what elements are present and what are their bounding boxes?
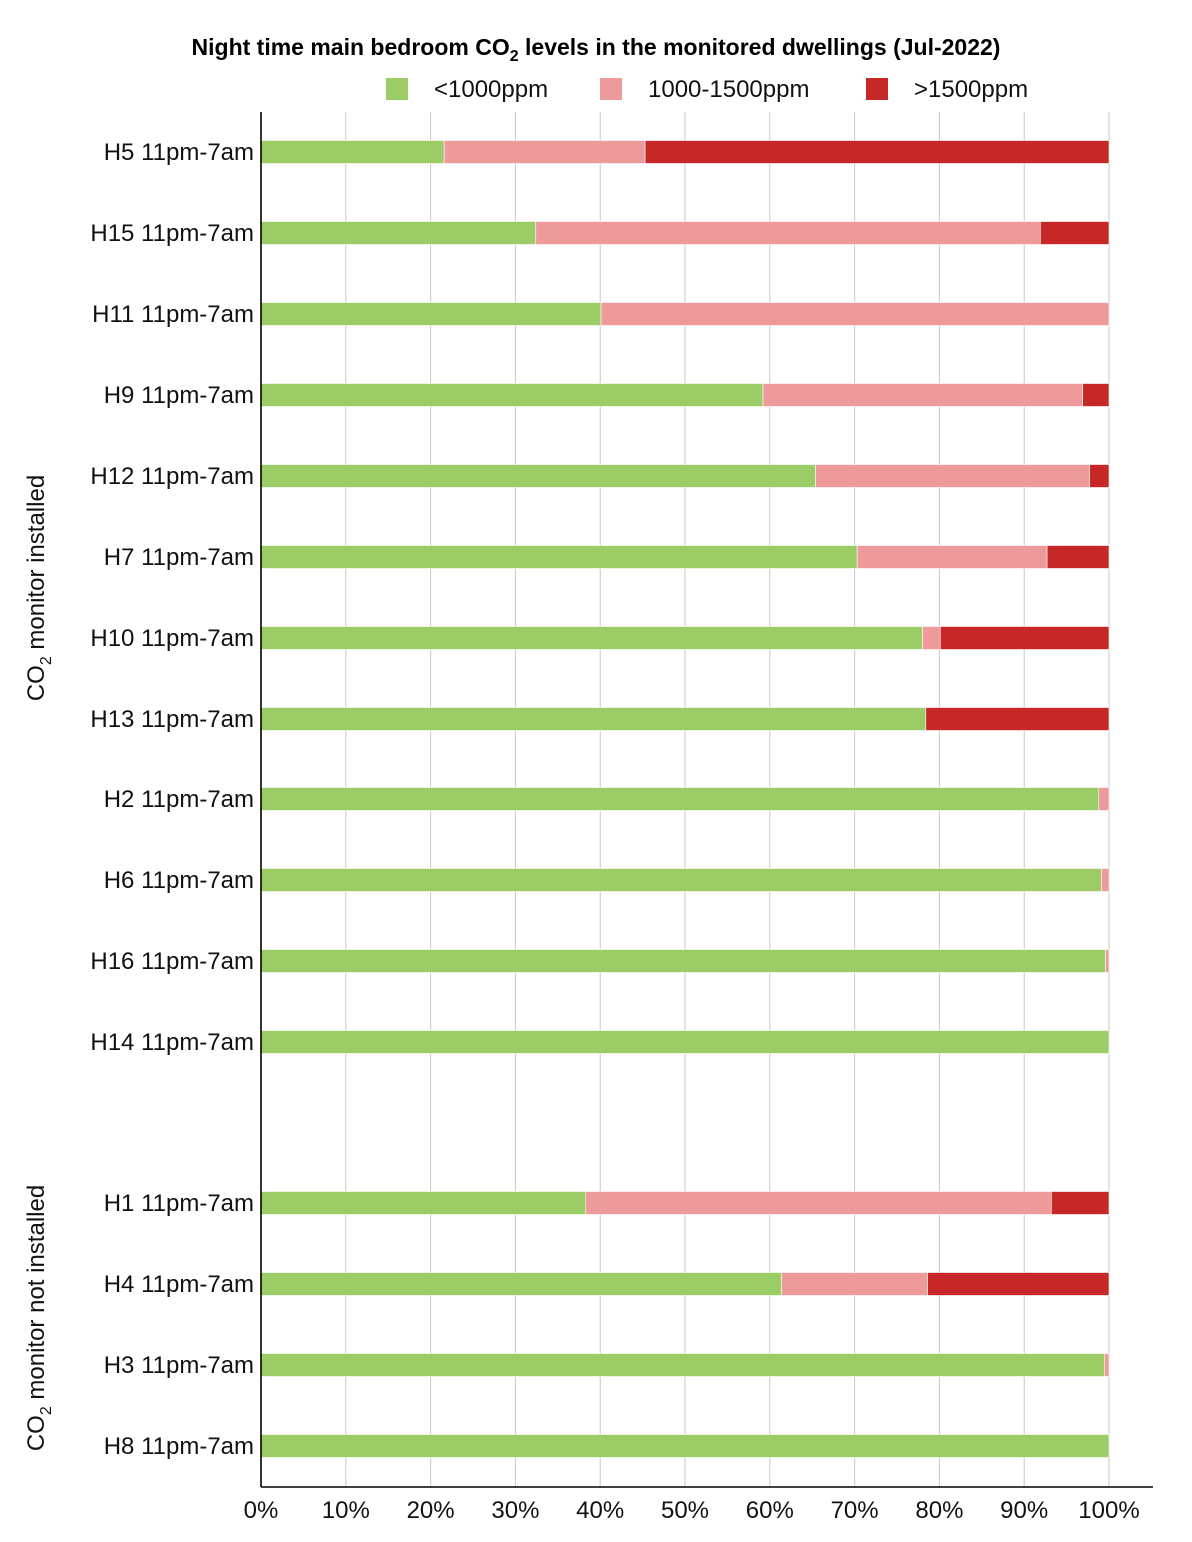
x-tick-label: 40% xyxy=(576,1497,624,1524)
legend-label-1: 1000-1500ppm xyxy=(648,76,809,103)
category-label: H10 11pm-7am xyxy=(90,625,254,652)
bar-segment xyxy=(260,464,816,488)
x-tick-label: 70% xyxy=(831,1497,879,1524)
bar-segment xyxy=(260,1434,1110,1458)
x-tick-label: 60% xyxy=(746,1497,794,1524)
legend: <1000ppm 1000-1500ppm >1500ppm xyxy=(386,76,1028,103)
category-label: H2 11pm-7am xyxy=(104,786,254,813)
axes xyxy=(260,112,1153,1488)
bar-segment xyxy=(939,626,1110,650)
chart-title: Night time main bedroom CO2 levels in th… xyxy=(192,34,1001,65)
x-tick-label: 0% xyxy=(244,1497,279,1524)
bar-segment xyxy=(781,1272,928,1296)
x-tick-label: 50% xyxy=(661,1497,709,1524)
bar-segment xyxy=(925,707,1110,731)
x-tick-label: 90% xyxy=(1000,1497,1048,1524)
category-label: H6 11pm-7am xyxy=(104,867,254,894)
bar-segment xyxy=(260,1353,1106,1377)
bar-segment xyxy=(260,626,923,650)
x-tick-label: 10% xyxy=(322,1497,370,1524)
bar-segment xyxy=(260,545,858,569)
bar-segment xyxy=(600,302,1110,326)
bar-segment xyxy=(535,221,1041,245)
bar-segment xyxy=(260,949,1106,973)
category-label: H1 11pm-7am xyxy=(104,1190,254,1217)
bar-segment xyxy=(815,464,1090,488)
category-label: H12 11pm-7am xyxy=(90,463,254,490)
bar-segment xyxy=(260,707,927,731)
x-tick-label: 30% xyxy=(491,1497,539,1524)
bar-segment xyxy=(762,383,1084,407)
bar-segment xyxy=(1101,868,1110,892)
bar-segment xyxy=(260,868,1102,892)
bar-segment xyxy=(1105,949,1110,973)
bar-segment xyxy=(260,1272,782,1296)
category-label: H15 11pm-7am xyxy=(90,220,254,247)
bar-segment xyxy=(1089,464,1110,488)
x-tick-label: 20% xyxy=(407,1497,455,1524)
bar-segment xyxy=(443,140,646,164)
legend-label-2: >1500ppm xyxy=(914,76,1028,103)
chart-title-subscript: 2 xyxy=(510,48,519,65)
bar-segment xyxy=(260,140,445,164)
category-labels: H5 11pm-7am H15 11pm-7am H11 11pm-7am H9 11… xyxy=(90,139,254,1460)
bar-segment xyxy=(1051,1191,1110,1215)
legend-swatch-1 xyxy=(600,78,622,100)
bar-segment xyxy=(644,140,1110,164)
bar-segment xyxy=(260,1030,1110,1054)
group-label-0: CO2 monitor installed xyxy=(23,475,55,701)
category-label: H13 11pm-7am xyxy=(90,706,254,733)
chart-title-main: Night time main bedroom CO xyxy=(192,34,510,60)
bar-segment xyxy=(1040,221,1110,245)
category-label: H14 11pm-7am xyxy=(90,1029,254,1056)
bar-segment xyxy=(260,302,602,326)
category-label: H9 11pm-7am xyxy=(104,382,254,409)
group-labels: CO2 monitor installed CO2 monitor not ins… xyxy=(23,475,55,1451)
bar-segment xyxy=(1104,1353,1110,1377)
bar-segment xyxy=(260,221,537,245)
bar-segment xyxy=(260,383,764,407)
bar-segment xyxy=(1082,383,1110,407)
chart-title-rest: levels in the monitored dwellings (Jul-2… xyxy=(519,34,1001,60)
bar-segment xyxy=(927,1272,1110,1296)
x-tick-label: 80% xyxy=(915,1497,963,1524)
bars xyxy=(260,140,1110,1458)
x-tick-labels: 0% 10% 20% 30% 40% 50% 60% 70% 80% 90% 100% xyxy=(244,1497,1140,1524)
category-label: H3 11pm-7am xyxy=(104,1352,254,1379)
category-label: H4 11pm-7am xyxy=(104,1271,254,1298)
category-label: H7 11pm-7am xyxy=(104,544,254,571)
bar-segment xyxy=(260,787,1100,811)
bar-segment xyxy=(260,1191,587,1215)
legend-swatch-2 xyxy=(866,78,888,100)
category-label: H11 11pm-7am xyxy=(92,301,254,328)
legend-swatch-0 xyxy=(386,78,408,100)
category-label: H5 11pm-7am xyxy=(104,139,254,166)
bar-segment xyxy=(585,1191,1052,1215)
x-tick-label: 100% xyxy=(1078,1497,1139,1524)
bar-segment xyxy=(1046,545,1110,569)
category-label: H8 11pm-7am xyxy=(104,1433,254,1460)
group-label-1: CO2 monitor not installed xyxy=(23,1185,55,1451)
bar-segment xyxy=(922,626,941,650)
bar-segment xyxy=(1098,787,1110,811)
legend-label-0: <1000ppm xyxy=(434,76,548,103)
category-label: H16 11pm-7am xyxy=(90,948,254,975)
bar-segment xyxy=(856,545,1048,569)
